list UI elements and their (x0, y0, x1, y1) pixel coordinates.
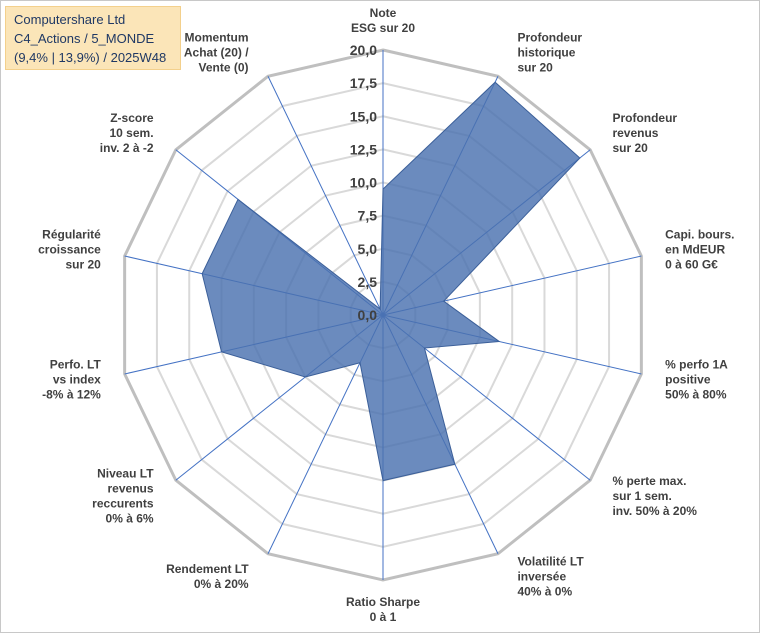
title-line-2: C4_Actions / 5_MONDE (14, 31, 155, 46)
tick-label: 17,5 (350, 75, 377, 91)
tick-label: 5,0 (358, 241, 378, 257)
tick-label: 20,0 (350, 42, 377, 58)
chart-title-box: Computershare Ltd C4_Actions / 5_MONDE (… (5, 6, 181, 70)
axis-label: Ratio Sharpe 0 à 1 (346, 595, 420, 624)
tick-label: 15,0 (350, 108, 377, 124)
tick-label: 7,5 (358, 208, 378, 224)
data-area (201, 81, 581, 482)
axis-label: Régularité croissance sur 20 (38, 228, 101, 272)
tick-label: 10,0 (350, 175, 377, 191)
axis-label: Rendement LT 0% à 20% (166, 562, 249, 591)
tick-label: 2,5 (358, 274, 378, 290)
axis-label: Profondeur revenus sur 20 (612, 111, 677, 155)
axis-label: Volatilité LT inversée 40% à 0% (517, 555, 584, 599)
tick-label: 0,0 (358, 307, 378, 323)
axis-label: Niveau LT revenus reccurents 0% à 6% (92, 466, 154, 525)
axis-label: Z-score 10 sem. inv. 2 à -2 (100, 111, 154, 155)
axis-label: Capi. bours. en MdEUR 0 à 60 G€ (665, 228, 734, 272)
axis-label: Momentum Achat (20) / Vente (0) (184, 30, 249, 74)
title-line-1: Computershare Ltd (14, 12, 126, 27)
axis-label: Perfo. LT vs index -8% à 12% (42, 357, 101, 401)
tick-label: 12,5 (350, 141, 377, 157)
axis-label: % perte max. sur 1 sem. inv. 50% à 20% (612, 474, 697, 518)
axis-label: Profondeur historique sur 20 (517, 30, 582, 74)
axis-label: % perfo 1A positive 50% à 80% (665, 357, 728, 401)
axis-labels: Note ESG sur 20 Profondeur historique sur 20… (38, 6, 734, 624)
title-line-3: (9,4% | 13,9%) / 2025W48 (14, 50, 167, 65)
data-series (201, 81, 581, 482)
axis-label: Note ESG sur 20 (351, 6, 415, 35)
tick-labels: 0,0 2,5 5,0 7,5 10,0 12,5 15,0 17,5 20,0 (350, 42, 377, 323)
axis-spoke (267, 76, 384, 316)
